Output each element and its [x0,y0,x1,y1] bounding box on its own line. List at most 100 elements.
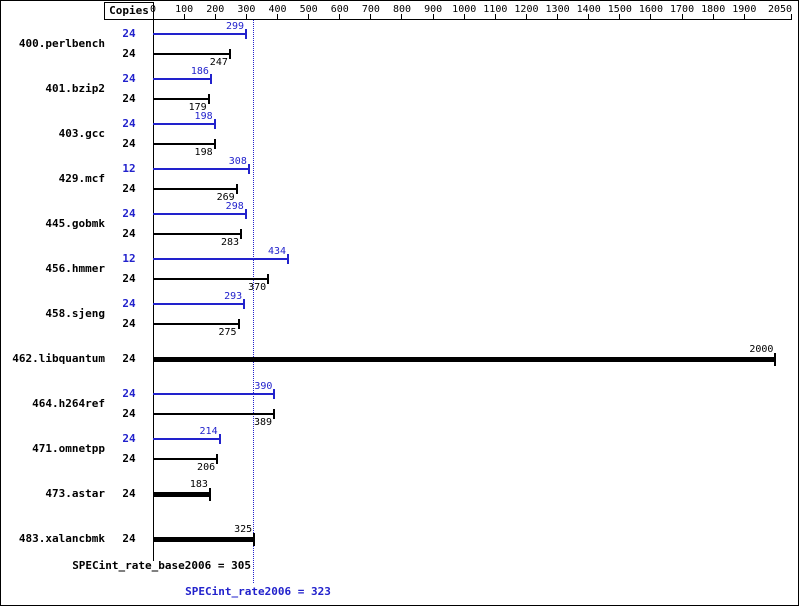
bar-value-label: 434 [268,246,287,257]
axis-tick [276,14,278,20]
benchmark-label: 471.omnetpp [32,442,105,455]
copies-value: 24 [122,117,136,130]
axis-tick [525,14,527,20]
copies-value: 24 [122,407,136,420]
copies-value: 12 [122,162,136,175]
copies-value: 24 [122,182,136,195]
bar-end-cap [209,74,212,84]
axis-tick-label: 1000 [452,4,477,15]
axis-tick-label: 1300 [545,4,570,15]
copies-value: 24 [122,47,136,60]
axis-tick-label: 900 [424,4,443,15]
bar-value-label: 269 [216,192,235,203]
axis-tick [370,14,372,20]
copies-value: 24 [122,452,136,465]
axis-tick [401,14,403,20]
result-bar [153,143,215,145]
result-bar [153,537,255,542]
benchmark-label: 401.bzip2 [45,82,105,95]
bar-value-label: 293 [224,291,243,302]
benchmark-label: 400.perlbench [18,37,105,50]
copies-value: 24 [122,227,136,240]
result-bar [153,278,269,280]
benchmark-label: 464.h264ref [32,397,105,410]
bar-value-label: 308 [228,156,247,167]
result-bar [153,393,275,395]
bar-end-cap [237,319,240,329]
result-bar [153,233,242,235]
copies-value: 24 [122,432,136,445]
copies-value: 12 [122,252,136,265]
copies-value: 24 [122,387,136,400]
bar-end-cap [774,353,777,366]
result-bar [153,123,215,125]
copies-value: 24 [122,207,136,220]
bar-value-label: 206 [197,462,216,473]
bar-end-cap [208,488,211,501]
result-bar [153,357,776,362]
bar-value-label: 186 [190,66,209,77]
axis-tick-label: 1800 [701,4,726,15]
copies-value: 24 [122,27,136,40]
bar-end-cap [244,209,247,219]
copies-value: 24 [122,272,136,285]
axis-tick-label: 1600 [638,4,663,15]
bar-value-label: 198 [194,111,213,122]
peak-mean-reference-line [253,20,255,583]
bar-value-label: 283 [221,237,240,248]
result-bar [153,258,289,260]
axis-tick [245,14,247,20]
result-bar [153,492,210,497]
copies-value: 24 [122,317,136,330]
axis-tick [432,14,434,20]
bar-value-label: 325 [234,524,253,535]
benchmark-label: 403.gcc [58,127,105,140]
bar-end-cap [267,274,270,284]
axis-tick [463,14,465,20]
bar-end-cap [216,454,219,464]
copies-value: 24 [122,137,136,150]
axis-tick [183,14,185,20]
axis-tick-label: 500 [299,4,318,15]
axis-tick-label: 1400 [576,4,601,15]
bar-end-cap [273,409,276,419]
axis-tick [712,14,714,20]
axis-tick-label: 400 [268,4,287,15]
bar-end-cap [218,434,221,444]
copies-value: 24 [122,72,136,85]
result-bar [153,188,237,190]
benchmark-label: 473.astar [45,487,105,500]
benchmark-label: 462.libquantum [12,352,105,365]
bar-end-cap [273,389,276,399]
bar-value-label: 389 [254,417,273,428]
bar-end-cap [243,299,246,309]
result-bar [153,213,246,215]
result-bar [153,458,218,460]
x-axis-line [153,19,791,20]
copies-value: 24 [122,487,136,500]
bar-end-cap [207,94,210,104]
axis-tick-label: 600 [330,4,349,15]
result-bar [153,168,249,170]
copies-value: 24 [122,297,136,310]
axis-tick-label: 1700 [670,4,695,15]
bar-value-label: 214 [199,426,218,437]
bar-end-cap [213,139,216,149]
benchmark-label: 429.mcf [58,172,105,185]
copies-value: 24 [122,92,136,105]
axis-tick-label: 1500 [607,4,632,15]
benchmark-label: 445.gobmk [45,217,105,230]
benchmark-label: 458.sjeng [45,307,105,320]
axis-tick [214,14,216,20]
axis-tick-label: 1200 [514,4,539,15]
axis-tick [152,14,154,20]
bar-end-cap [245,29,248,39]
axis-tick [588,14,590,20]
bar-end-cap [235,184,238,194]
bar-end-cap [228,49,231,59]
bar-end-cap [240,229,243,239]
copies-value: 24 [122,352,136,365]
bar-end-cap [247,164,250,174]
bar-end-cap [287,254,290,264]
bar-value-label: 298 [225,201,244,212]
